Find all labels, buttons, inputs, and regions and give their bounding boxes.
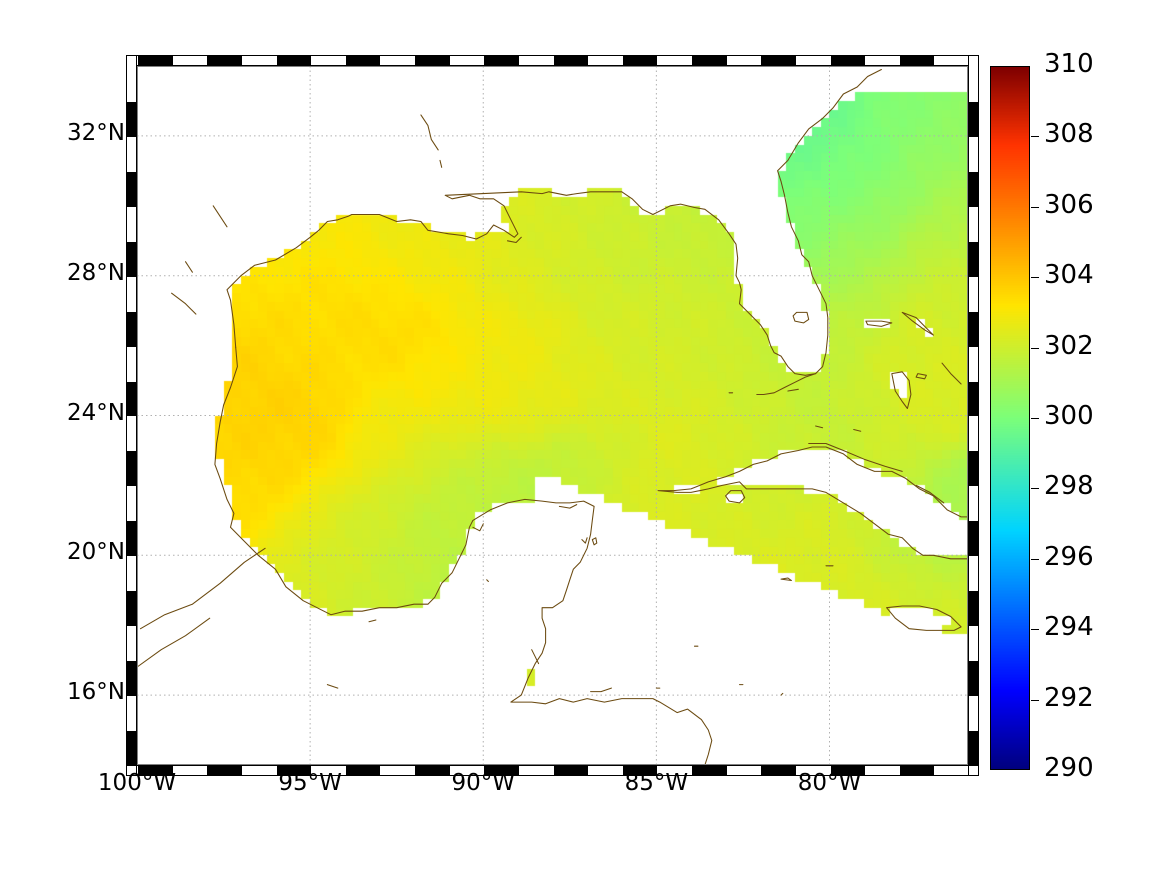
colorbar-tick-mark: [1031, 558, 1039, 560]
y-axis-tick-label: 24°N: [67, 399, 125, 426]
border-tick-segment: [276, 766, 312, 775]
x-axis-tick-label: 85°W: [624, 770, 689, 796]
border-tick-segment: [345, 56, 381, 65]
colorbar[interactable]: [990, 66, 1030, 770]
border-tick-segment: [415, 56, 450, 65]
map-border-top: [126, 55, 979, 66]
colorbar-tick-label: 300: [1044, 401, 1094, 431]
colorbar-tick-mark: [1031, 418, 1039, 419]
border-tick-segment: [969, 381, 978, 417]
border-tick-segment: [969, 661, 978, 697]
border-tick-segment: [622, 56, 658, 65]
border-tick-segment: [127, 731, 136, 766]
border-tick-segment: [127, 101, 136, 137]
border-tick-segment: [830, 766, 866, 775]
x-axis-tick-label: 80°W: [797, 770, 862, 796]
border-tick-segment: [969, 241, 978, 277]
border-tick-segment: [899, 766, 935, 775]
colorbar-tick-label: 290: [1044, 753, 1094, 783]
map-overlay-layer: [137, 66, 968, 765]
border-tick-segment: [207, 766, 242, 775]
border-tick-segment: [969, 311, 978, 347]
border-tick-segment: [899, 56, 935, 65]
border-tick-segment: [127, 591, 136, 627]
colorbar-tick-mark: [1031, 136, 1039, 138]
border-tick-segment: [415, 766, 450, 775]
colorbar-tick-label: 308: [1044, 119, 1094, 150]
border-tick-segment: [484, 56, 519, 65]
x-axis-tick-label: 95°W: [278, 770, 342, 796]
border-tick-segment: [830, 56, 866, 65]
colorbar-tick-label: 292: [1044, 682, 1094, 713]
border-tick-segment: [345, 766, 381, 775]
map-plot-area[interactable]: [137, 66, 968, 765]
border-tick-segment: [969, 591, 978, 627]
border-tick-segment: [622, 766, 658, 775]
border-tick-segment: [553, 766, 589, 775]
border-tick-segment: [138, 56, 173, 65]
y-axis-tick-label: 16°N: [67, 679, 125, 706]
y-axis-tick-label: 20°N: [67, 539, 125, 566]
map-border-left: [126, 55, 137, 776]
border-tick-segment: [969, 521, 978, 557]
colorbar-gradient: [991, 67, 1029, 769]
colorbar-tick-label: 296: [1044, 541, 1094, 572]
colorbar-tick-mark: [1031, 699, 1039, 701]
coastlines: [137, 68, 968, 765]
gridlines: [137, 66, 968, 765]
map-border-right: [968, 55, 979, 776]
border-tick-segment: [969, 451, 978, 487]
x-axis-tick-label: 100°W: [97, 770, 177, 796]
colorbar-tick-label: 310: [1044, 49, 1094, 79]
border-tick-segment: [969, 171, 978, 207]
border-tick-segment: [127, 451, 136, 487]
border-tick-segment: [692, 766, 727, 775]
border-tick-segment: [138, 766, 173, 775]
colorbar-tick-label: 306: [1044, 189, 1094, 220]
border-tick-segment: [553, 56, 589, 65]
colorbar-tick-mark: [1031, 629, 1039, 631]
y-axis-tick-label: 28°N: [67, 259, 125, 286]
x-axis-tick-label: 90°W: [451, 770, 515, 796]
border-tick-segment: [276, 56, 312, 65]
border-tick-segment: [127, 521, 136, 557]
border-tick-segment: [761, 56, 796, 65]
border-tick-segment: [692, 56, 727, 65]
colorbar-tick-label: 304: [1044, 260, 1094, 291]
border-tick-segment: [484, 766, 519, 775]
colorbar-tick-mark: [1031, 488, 1039, 490]
border-tick-segment: [969, 731, 978, 766]
border-tick-segment: [207, 56, 242, 65]
colorbar-tick-mark: [1031, 347, 1039, 349]
border-tick-segment: [761, 766, 796, 775]
colorbar-tick-label: 302: [1044, 330, 1094, 361]
colorbar-tick-label: 298: [1044, 471, 1094, 502]
border-tick-segment: [127, 661, 136, 697]
colorbar-tick-label: 294: [1044, 612, 1094, 643]
y-axis-tick-label: 32°N: [67, 119, 125, 146]
border-tick-segment: [127, 241, 136, 277]
border-tick-segment: [969, 101, 978, 137]
border-tick-segment: [127, 171, 136, 207]
colorbar-tick-mark: [1031, 277, 1039, 279]
border-tick-segment: [127, 381, 136, 417]
colorbar-tick-mark: [1031, 206, 1039, 208]
border-tick-segment: [127, 311, 136, 347]
